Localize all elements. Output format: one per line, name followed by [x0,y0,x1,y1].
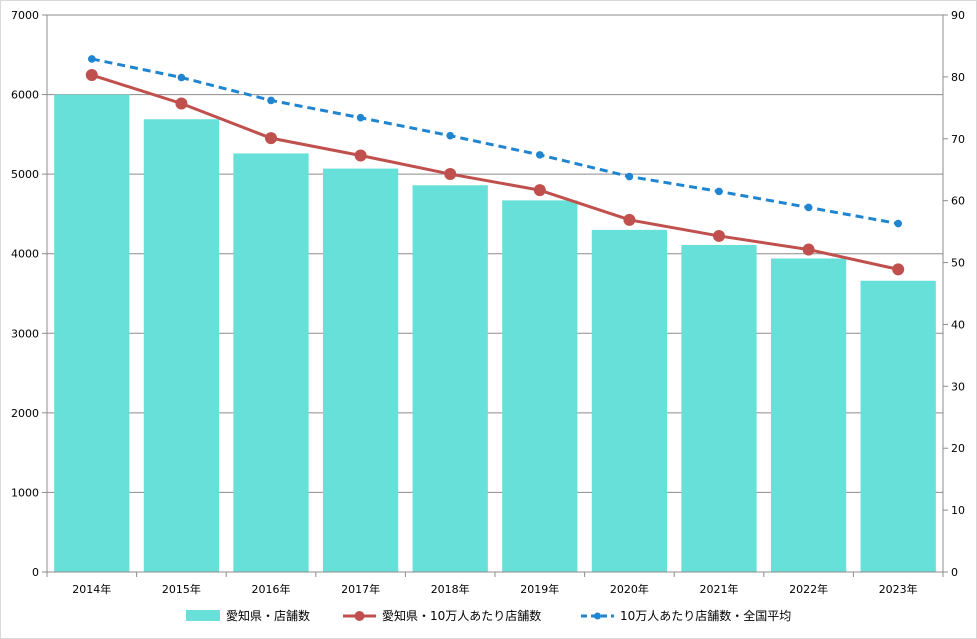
bar [681,244,757,572]
point-national-average [88,55,96,63]
point-national-average [267,96,275,105]
left-tick-label: 0 [32,566,39,579]
x-axis-ticks: 2014年 2015年 2016年 2017年 2018年 2019年 2020年 2021年… [72,582,917,596]
right-tick-label: 50 [951,257,965,270]
right-tick-label: 70 [951,133,965,146]
point-aichi-per-100k [623,213,636,226]
bar-series [54,94,936,573]
bar [591,229,668,573]
series-line-national-average [91,57,899,226]
x-tick-label: 2015年 [162,582,201,596]
bar [54,94,130,573]
bar [860,280,936,572]
point-national-average [177,73,186,82]
point-aichi-per-100k [892,263,905,276]
right-tick-label: 0 [951,566,958,579]
point-aichi-per-100k [85,69,98,82]
point-aichi-per-100k [802,243,815,256]
left-tick-label: 6000 [11,89,39,102]
point-aichi-per-100k [444,168,457,181]
legend-label-bar: 愛知県・店舗数 [226,608,310,623]
right-tick-label: 30 [951,380,965,393]
point-national-average [625,172,634,181]
x-tick-label: 2017年 [341,582,380,596]
right-tick-label: 60 [951,195,965,208]
right-tick-label: 40 [951,318,965,331]
left-axis-ticks: 0 1000 2000 3000 4000 5000 6000 7000 [11,9,39,579]
x-tick-label: 2020年 [610,582,649,596]
x-tick-label: 2022年 [789,582,828,596]
series-line-aichi-per-100k [91,73,899,271]
point-national-average [894,219,902,228]
left-tick-label: 2000 [11,407,39,420]
legend-label-red: 愛知県・10万人あたり店舗数 [382,608,541,623]
legend-swatch-blue-point [594,612,601,620]
point-national-average [536,151,544,159]
bar [502,200,578,572]
point-national-average [356,113,365,122]
left-tick-label: 1000 [11,486,39,499]
x-tick-label: 2016年 [252,582,291,596]
legend-label-blue: 10万人あたり店舗数・全国平均 [620,608,791,623]
point-aichi-per-100k [265,132,277,145]
bar [412,185,488,573]
line-series [85,55,905,276]
bar [770,258,847,572]
x-tick-label: 2021年 [700,582,739,596]
right-tick-label: 80 [951,71,965,84]
right-tick-label: 10 [951,504,965,517]
right-tick-label: 90 [951,9,965,22]
legend: 愛知県・店舗数 愛知県・10万人あたり店舗数 10万人あたり店舗数・全国平均 [186,608,791,623]
point-aichi-per-100k [533,184,546,197]
x-tick-label: 2019年 [520,582,559,596]
x-tick-label: 2023年 [879,582,918,596]
axes [42,14,948,577]
bar [233,153,309,572]
left-tick-label: 4000 [11,248,39,261]
point-national-average [446,131,455,140]
point-national-average [715,187,723,196]
bar [143,119,220,572]
left-tick-label: 3000 [11,327,39,340]
point-aichi-per-100k [713,229,725,242]
left-tick-label: 5000 [11,168,39,181]
legend-swatch-bar [186,610,220,621]
x-tick-label: 2014年 [72,582,111,596]
x-tick-label: 2018年 [431,582,470,596]
bar [322,168,399,572]
legend-swatch-red-point [354,611,365,621]
point-national-average [804,203,813,212]
right-axis-ticks: 0 10 20 30 40 50 60 70 80 90 [951,9,965,579]
point-aichi-per-100k [354,149,367,162]
right-tick-label: 20 [951,442,965,455]
left-tick-label: 7000 [11,9,39,22]
point-aichi-per-100k [175,97,188,110]
